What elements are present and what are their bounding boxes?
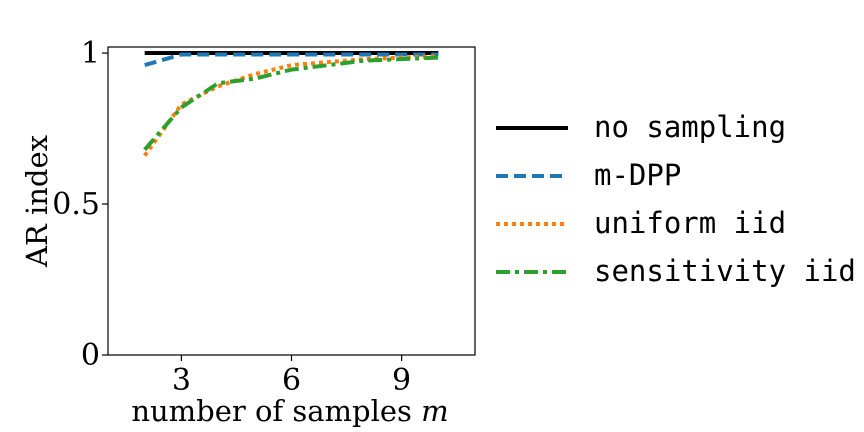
x-tick-label: 6 <box>282 363 301 398</box>
legend-label: no sampling <box>594 110 786 144</box>
x-axis-ticks: 3 6 9 <box>172 355 411 398</box>
x-tick-label: 9 <box>392 363 411 398</box>
x-tick-label: 3 <box>172 363 191 398</box>
legend-label: m-DPP <box>594 158 681 192</box>
y-axis-ticks: 00.51 <box>52 36 108 373</box>
legend-label: uniform iid <box>594 206 786 240</box>
series-lines <box>143 51 439 157</box>
series-line-sensitivity-iid <box>143 55 439 152</box>
legend-label: sensitivity iid <box>594 254 856 288</box>
plot-frame <box>107 46 476 356</box>
x-axis-label: number of samples m <box>131 394 448 428</box>
y-axis-label: AR index <box>20 135 54 268</box>
y-tick-label: 1 <box>81 36 100 71</box>
y-tick-label: 0 <box>81 338 100 373</box>
series-line-m-DPP <box>144 52 439 68</box>
legend: no sampling m-DPP uniform iid sensitivity i… <box>496 110 856 288</box>
y-tick-label: 0.5 <box>52 187 100 222</box>
